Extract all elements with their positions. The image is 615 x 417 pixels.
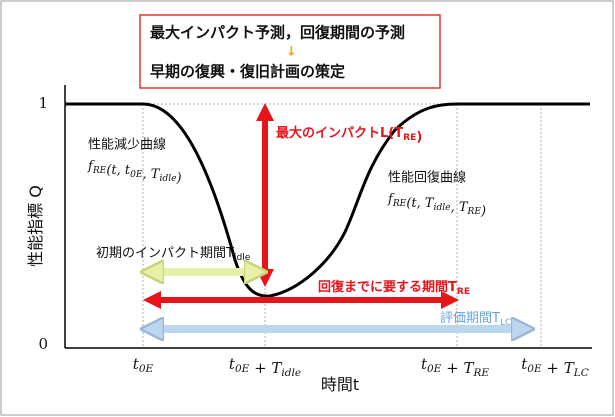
text-part: 回復までに要する期間 [318,279,448,295]
x-tick-label: t0E + Tidle [229,355,301,379]
subscript: 0E [139,363,154,375]
text-part: T [491,311,500,326]
subscript: LC [573,367,589,379]
subscript: RE [467,207,482,217]
subscript: 0E [527,363,542,375]
text-part: 初期のインパクト期間 [96,246,226,261]
impact-label: 最大のインパクトL(TRE) [276,125,422,145]
text-part: T [448,280,457,295]
evaluation-label: 評価期間TLC [440,311,511,328]
text-part: 性能指標 [26,198,45,267]
text-part: Q [26,185,45,198]
subscript: LC [500,318,511,328]
subscript: RE [457,287,470,297]
box-arrow: ↓ [286,45,297,60]
recovery-period-label: 回復までに要する期間TRE [318,279,470,297]
subscript: idle [281,367,301,379]
text-part: (t, T [406,196,435,211]
x-tick-label: t0E + TLC [521,355,589,379]
text-part: ) [480,204,486,219]
curve-label: 性能回復曲線 [388,170,466,186]
text-part: (t, t [106,163,131,178]
text-part: + T [441,359,474,377]
x-tick-label: t0E + TRE [421,355,489,379]
text-part: ) [176,171,182,186]
subscript: RE [392,199,407,209]
curve-formula: fRE(t, t0E, Tidle) [87,159,182,186]
box-line: 最大インパクト予測，回復期間の予測 [150,24,405,42]
subscript: idle [159,174,176,184]
subscript: RE [472,367,489,379]
text-part: ) [416,130,422,145]
text-part: t [521,355,528,373]
text-part: t [421,355,428,373]
y-axis-label: 性能指標 Q [26,185,45,267]
text-part: t [133,355,140,373]
subscript: 0E [427,363,442,375]
subscript: RE [403,133,416,143]
text-part: f [387,192,395,207]
text-part: , T [451,200,469,215]
box-line: 早期の復興・復旧計画の策定 [150,63,345,81]
note-box [139,14,441,89]
text-part: , T [143,167,161,182]
text-part: t [229,355,236,373]
subscript: idle [234,253,251,263]
performance-curve [65,102,590,298]
idle-label: 初期のインパクト期間Tidle [96,246,251,263]
subscript: RE [92,166,107,176]
text-part: T [225,246,234,261]
text-part: + T [542,359,575,377]
x-tick-label: t0E [133,355,154,375]
text-part: + T [249,359,282,377]
y-tick-label: 1 [38,94,48,112]
y-tick-label: 0 [38,335,48,353]
text-part: 評価期間 [440,311,492,326]
subscript: 0E [130,170,143,180]
text-part: 最大のインパクト [276,125,380,141]
subscript: idle [434,203,451,213]
curve-label: 性能減少曲線 [88,137,166,153]
x-axis-label: 時間t [321,375,359,394]
subscript: 0E [235,363,250,375]
text-part: 時間 [321,375,353,394]
text-part: f [87,159,95,174]
text-part: L(T [380,126,403,141]
text-part: t [353,375,359,394]
curve-formula: fRE(t, Tidle, TRE) [387,192,486,219]
